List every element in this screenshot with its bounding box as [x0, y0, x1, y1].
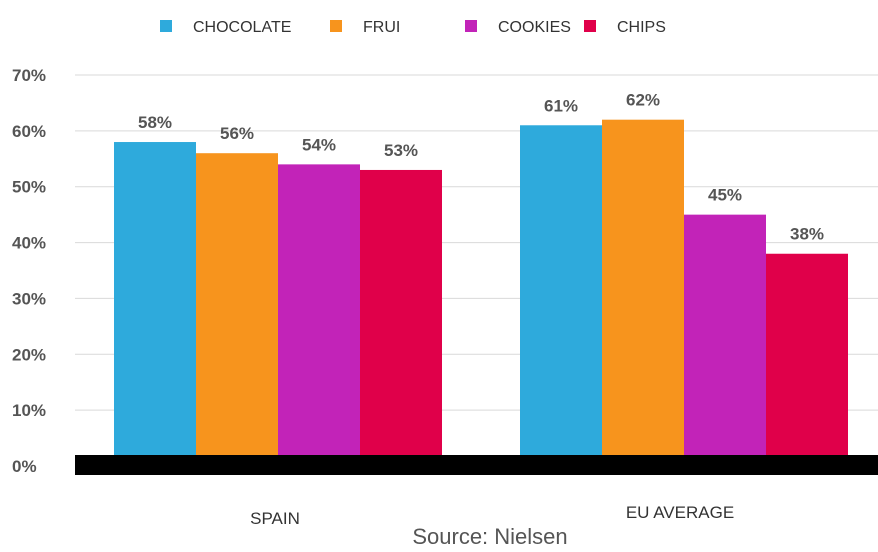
legend-label: CHIPS — [617, 19, 666, 36]
legend-label: COOKIES — [498, 19, 571, 36]
legend-swatch — [584, 20, 596, 32]
x-axis-categories: SPAIN EU AVERAGE — [250, 503, 734, 528]
data-label: 45% — [708, 186, 742, 205]
y-tick-label: 70% — [12, 66, 46, 85]
y-tick-label: 40% — [12, 234, 46, 253]
legend-swatch — [330, 20, 342, 32]
legend-label: CHOCOLATE — [193, 19, 291, 36]
y-tick-label: 60% — [12, 122, 46, 141]
x-category-label: EU AVERAGE — [626, 503, 734, 522]
data-label: 58% — [138, 113, 172, 132]
bar — [278, 164, 360, 466]
legend-item: COOKIES — [465, 19, 571, 36]
y-tick-label: 20% — [12, 345, 46, 364]
bars — [114, 119, 848, 467]
y-tick-label: 50% — [12, 178, 46, 197]
y-tick-label: 30% — [12, 289, 46, 308]
legend-item: FRUI — [330, 19, 400, 36]
bar — [520, 125, 602, 467]
x-category-label: SPAIN — [250, 509, 300, 528]
bar — [602, 119, 684, 466]
legend-label: FRUI — [363, 19, 400, 36]
legend-item: CHOCOLATE — [160, 19, 291, 36]
bar — [766, 253, 848, 466]
data-label: 61% — [544, 96, 578, 115]
bar — [684, 214, 766, 466]
data-label: 53% — [384, 141, 418, 160]
data-label: 38% — [790, 225, 824, 244]
source-note: Source: Nielsen — [412, 524, 567, 547]
legend-item: CHIPS — [584, 19, 666, 36]
data-label: 54% — [302, 135, 336, 154]
bar — [360, 169, 442, 466]
data-label: 56% — [220, 124, 254, 143]
legend: CHOCOLATE FRUI COOKIES CHIPS — [160, 19, 666, 36]
data-label: 62% — [626, 91, 660, 110]
bar — [196, 153, 278, 466]
legend-swatch — [465, 20, 477, 32]
bar — [114, 142, 196, 466]
y-tick-label: 10% — [12, 401, 46, 420]
y-axis-ticks: 0% 10% 20% 30% 40% 50% 60% 70% — [12, 66, 46, 476]
x-axis-baseline — [75, 455, 878, 475]
y-tick-label: 0% — [12, 457, 37, 476]
legend-swatch — [160, 20, 172, 32]
data-labels: 58% 56% 54% 53% 61% 62% 45% 38% — [138, 91, 824, 244]
